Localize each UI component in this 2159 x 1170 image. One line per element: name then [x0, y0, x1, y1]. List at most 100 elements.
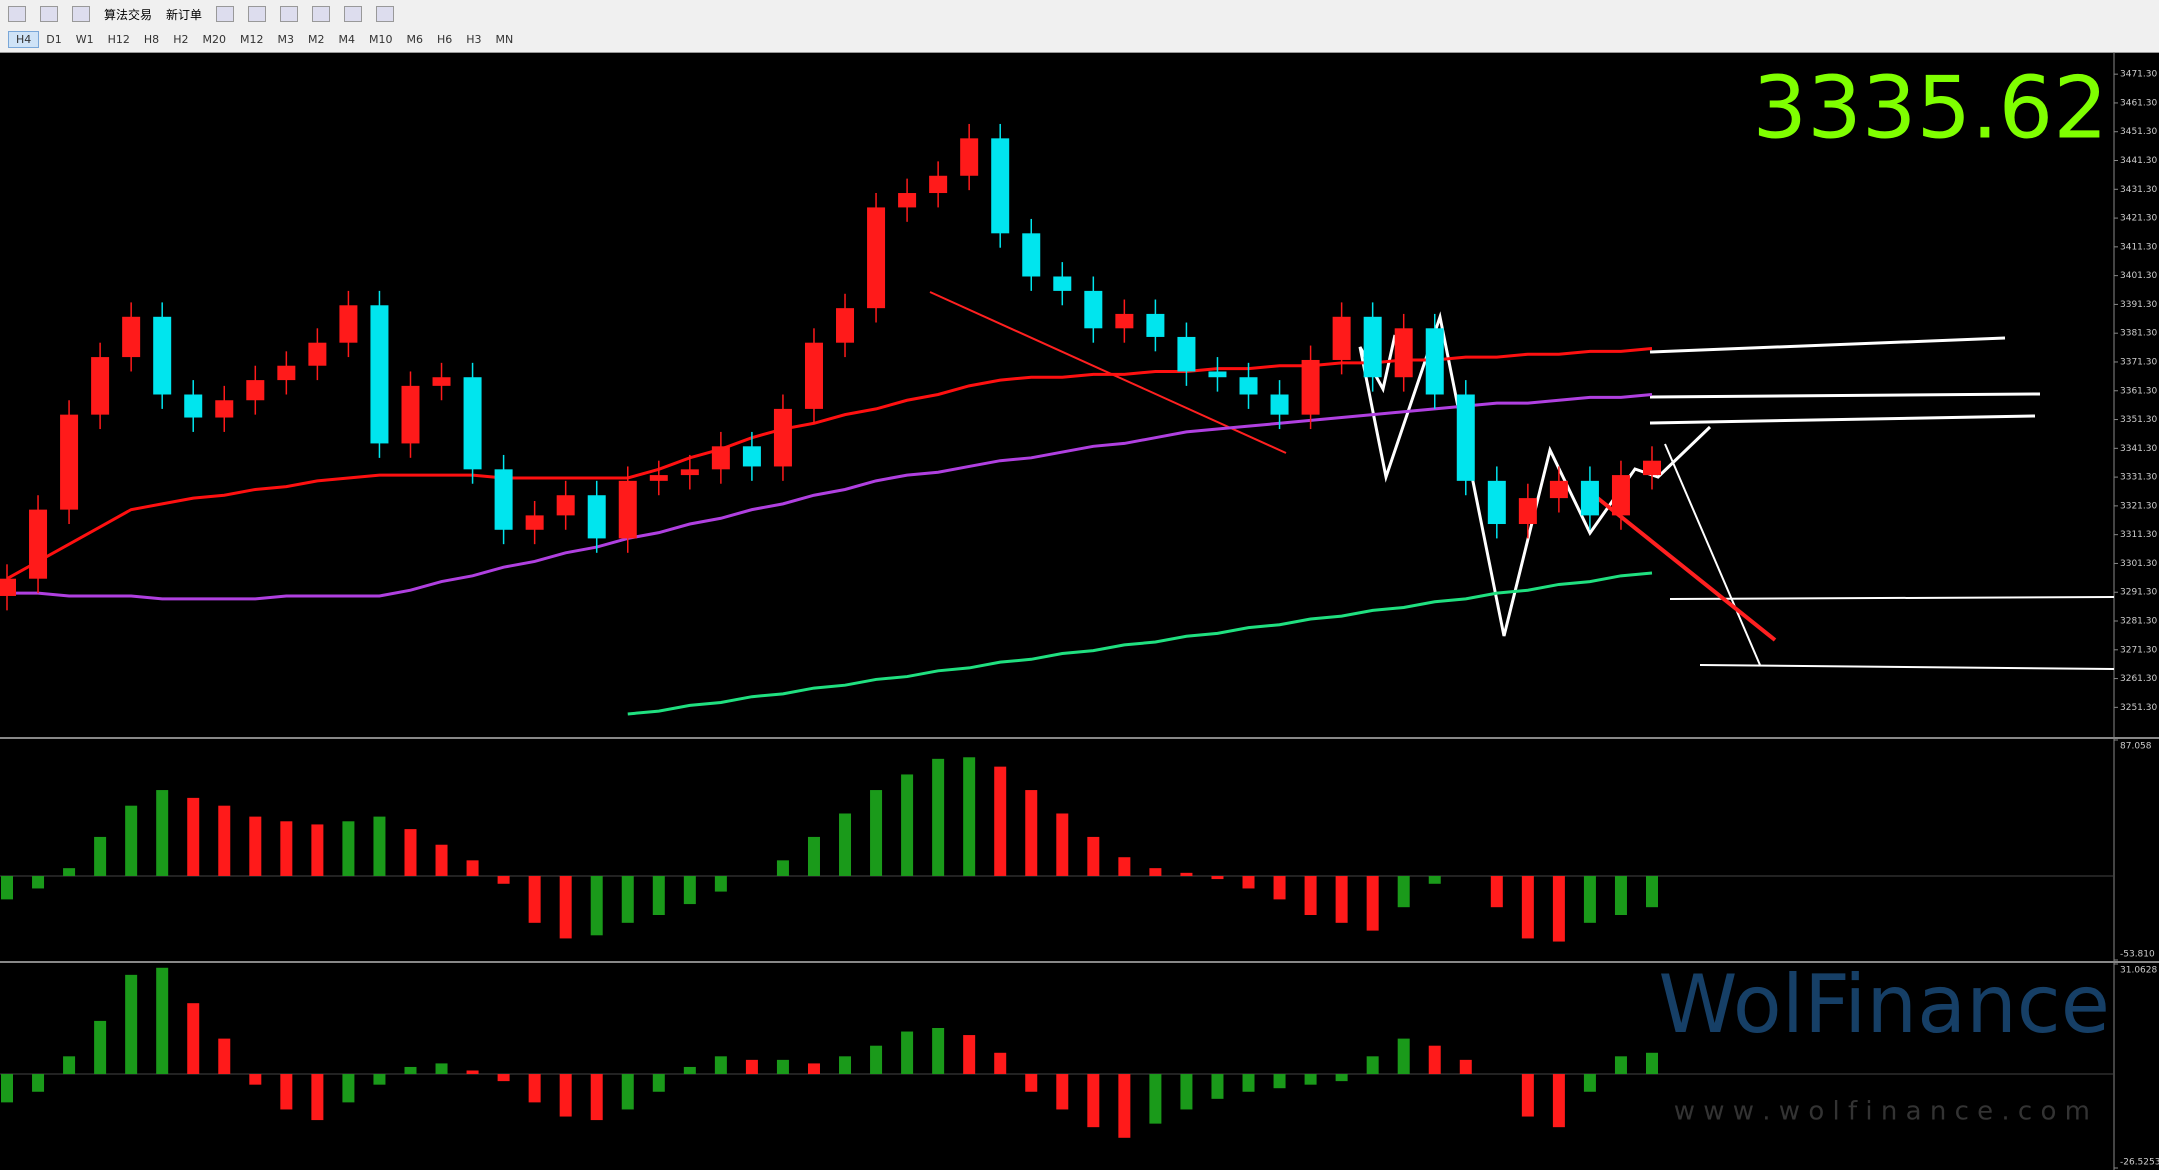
histogram-bar [218, 805, 231, 876]
timeframe-button[interactable]: M2 [307, 32, 325, 46]
candle-body [122, 316, 141, 358]
icon[interactable] [248, 6, 267, 22]
icon[interactable] [40, 6, 58, 22]
histogram-bar [1583, 875, 1596, 923]
candle-body [370, 305, 389, 444]
timeframe-button[interactable]: H2 [173, 32, 189, 46]
histogram-bar [497, 875, 510, 884]
icon[interactable] [344, 6, 363, 22]
candle-body [1549, 480, 1568, 499]
histogram-bar [125, 805, 138, 876]
histogram-bar [621, 1074, 634, 1110]
timeframe-button[interactable]: M10 [368, 32, 393, 46]
histogram-bar [1366, 875, 1379, 931]
histogram-bar [1211, 1074, 1224, 1099]
ma-clip [7, 393, 1653, 601]
candle-body [1146, 313, 1165, 337]
y-tick-label: 3461.30 [2120, 98, 2157, 108]
candle-body [1332, 316, 1351, 360]
candle-body [246, 380, 265, 401]
icon[interactable] [280, 6, 299, 22]
timeframe-button[interactable]: M12 [239, 32, 264, 46]
histogram-bar [187, 1003, 200, 1075]
timeframe-button[interactable]: M6 [406, 32, 423, 46]
y-tick-label: -26.5253 [2120, 1158, 2159, 1168]
histogram-bar [156, 967, 169, 1075]
y-tick-label: 3291.30 [2120, 588, 2157, 598]
y-tick-label: 31.0628 [2120, 966, 2157, 976]
histogram-bar [63, 1056, 76, 1075]
timeframe-button[interactable]: H3 [466, 32, 482, 46]
y-tick-label: 3391.30 [2120, 300, 2157, 310]
timeframe-button[interactable]: M20 [202, 32, 226, 46]
histogram-bar [963, 757, 976, 876]
histogram-bar [1242, 1074, 1255, 1092]
histogram-bar [187, 797, 200, 876]
timeframe-button[interactable]: M3 [277, 32, 294, 46]
y-tick-label: 3321.30 [2120, 501, 2157, 511]
histogram-bar [1087, 1074, 1100, 1128]
timeframe-button[interactable]: H12 [107, 32, 130, 46]
toolbar: 算法交易 新订单 H4 D1 W1 H12 H8 H2 M20 M12 M3 M2 M4 M10 M6 H… [0, 0, 2159, 53]
timeframe-button[interactable]: W1 [75, 32, 94, 46]
candle-body [432, 377, 451, 386]
ma-clip [627, 571, 1653, 716]
histogram-bar [280, 1074, 293, 1110]
timeframe-button[interactable]: D1 [46, 32, 62, 46]
histogram-bar [559, 1074, 572, 1117]
candle-body [1115, 313, 1134, 329]
candle-body [339, 305, 358, 343]
drawn-arrows [1358, 311, 2115, 670]
histogram-bar [963, 1035, 976, 1075]
watermark-url: w w w . w o l f i n a n c e . c o m [1674, 1097, 2090, 1127]
histogram-bar [404, 1066, 417, 1075]
candle-body [1177, 336, 1196, 372]
toolbar-button[interactable]: 算法交易 [104, 7, 153, 22]
timeframe-button[interactable]: H4 [8, 30, 40, 48]
candle-body [1301, 359, 1320, 415]
histogram-bar [807, 1063, 820, 1075]
y-tick-label: 3471.30 [2120, 70, 2157, 80]
histogram-bar [901, 1031, 914, 1075]
histogram-bar [342, 1074, 355, 1103]
histogram-bar [1180, 872, 1193, 876]
histogram-bar [776, 1059, 789, 1075]
histogram-bar [1118, 1074, 1131, 1138]
icon[interactable] [312, 6, 331, 22]
toolbar-button[interactable]: 新订单 [166, 7, 203, 22]
histogram-bar [1273, 1074, 1286, 1089]
histogram-bar [218, 1038, 231, 1075]
chart: 3335.62 WolFinance w w w . w o l f i n a… [0, 52, 2159, 1170]
histogram-bar [1552, 1074, 1565, 1128]
y-tick-label: 3261.30 [2120, 674, 2157, 684]
timeframe-button[interactable]: MN [495, 32, 514, 46]
icon[interactable] [216, 6, 235, 22]
histogram-bar [94, 836, 107, 876]
histogram-bar [466, 860, 479, 876]
histogram-bar [1428, 1045, 1441, 1075]
candle-body [1425, 328, 1444, 395]
timeframe-button[interactable]: M4 [338, 32, 355, 46]
candle-body [991, 138, 1010, 234]
histogram-bar [32, 875, 45, 889]
candle-body [463, 377, 482, 470]
histogram-bar [932, 1027, 945, 1075]
histogram-bar [1304, 875, 1317, 916]
candle-body [1084, 290, 1103, 329]
icon[interactable] [72, 6, 90, 22]
candle-body [1518, 498, 1537, 525]
histogram-bar [249, 816, 262, 876]
timeframe-button[interactable]: H6 [436, 32, 453, 46]
y-tick-label: 3251.30 [2120, 703, 2157, 713]
icon[interactable] [376, 6, 395, 22]
histogram-bar [249, 1074, 262, 1085]
candle-body [401, 385, 420, 444]
candle-body [680, 469, 699, 476]
candle-body [308, 342, 327, 366]
y-tick-label: 3421.30 [2120, 214, 2157, 224]
candle-body [804, 342, 823, 409]
icon[interactable] [8, 6, 26, 22]
moving-average [627, 571, 1653, 716]
histogram-bar [1646, 875, 1658, 908]
timeframe-button[interactable]: H8 [143, 32, 160, 46]
